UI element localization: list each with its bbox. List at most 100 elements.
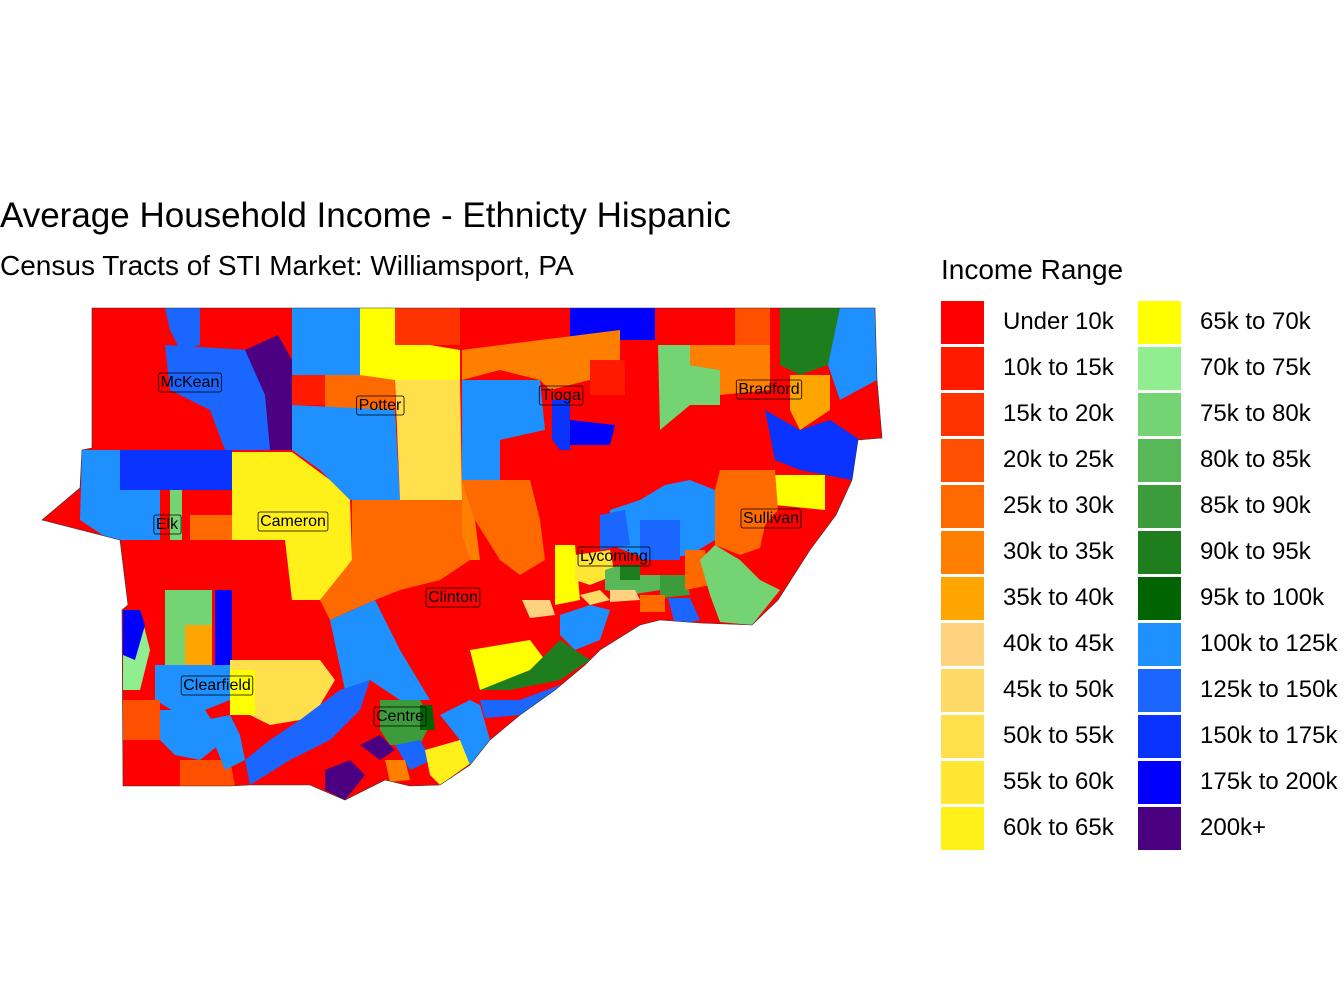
- map-title: Average Household Income - Ethnicty Hisp…: [0, 196, 731, 235]
- legend-label: 20k to 25k: [1003, 446, 1114, 473]
- tract: [320, 500, 470, 620]
- tract: [480, 640, 590, 690]
- county-label-box: [158, 372, 222, 393]
- legend-swatch: [941, 485, 984, 528]
- legend-swatch: [1138, 623, 1181, 666]
- tract: [165, 308, 200, 350]
- tract: [580, 590, 610, 605]
- county-label-box: [425, 587, 481, 608]
- tract: [425, 740, 475, 785]
- county-label-box: [577, 546, 651, 567]
- map-subtitle: Census Tracts of STI Market: Williamspor…: [0, 250, 574, 281]
- legend-label: 55k to 60k: [1003, 768, 1114, 795]
- legend-label: 80k to 85k: [1200, 446, 1311, 473]
- tract: [552, 400, 570, 450]
- tract: [735, 308, 770, 345]
- tract: [560, 605, 610, 650]
- tract: [395, 740, 432, 770]
- tract: [230, 660, 335, 725]
- county-label-box: [257, 511, 329, 532]
- tract: [500, 430, 600, 540]
- tract: [668, 598, 700, 625]
- tract: [828, 308, 877, 400]
- tract: [292, 405, 400, 500]
- tract: [123, 700, 160, 740]
- region-outline: [41, 307, 883, 801]
- county-label: Bradford: [738, 381, 799, 398]
- tract: [190, 515, 232, 540]
- legend-label: Under 10k: [1003, 308, 1114, 335]
- tract: [165, 345, 278, 450]
- tract: [470, 640, 545, 690]
- legend-swatch: [1138, 669, 1181, 712]
- legend-swatch: [1138, 531, 1181, 574]
- legend-swatch: [941, 439, 984, 482]
- tract: [522, 600, 555, 618]
- legend-swatch: [1138, 393, 1181, 436]
- county-label-box: [153, 514, 182, 535]
- legend-label: 60k to 65k: [1003, 814, 1114, 841]
- legend-swatch: [941, 531, 984, 574]
- tract: [658, 345, 720, 430]
- legend-swatch: [941, 761, 984, 804]
- legend-swatch: [1138, 347, 1181, 390]
- legend-swatch: [941, 623, 984, 666]
- legend-swatch: [1138, 577, 1181, 620]
- tract: [462, 480, 545, 575]
- county-label: McKean: [161, 374, 220, 391]
- county-label-box: [740, 508, 802, 529]
- tract: [245, 335, 292, 450]
- tract: [790, 375, 830, 430]
- tract: [555, 545, 580, 605]
- legend-swatch: [941, 393, 984, 436]
- tract: [690, 345, 770, 395]
- tract: [440, 700, 490, 765]
- county-label: Elk: [156, 516, 179, 533]
- county-label-box: [373, 706, 427, 727]
- county-label: Lycoming: [580, 548, 648, 565]
- tract: [570, 308, 655, 340]
- legend-label: 175k to 200k: [1200, 768, 1338, 795]
- tract: [123, 610, 145, 660]
- legend-label: 10k to 15k: [1003, 354, 1114, 381]
- tract: [330, 600, 430, 700]
- tract: [232, 452, 352, 600]
- tract: [775, 475, 825, 510]
- legend-swatch: [1138, 761, 1181, 804]
- legend-label: 150k to 175k: [1200, 722, 1338, 749]
- legend-swatch: [941, 301, 984, 344]
- tract: [395, 308, 460, 345]
- legend-label: 30k to 35k: [1003, 538, 1114, 565]
- tract: [715, 470, 778, 555]
- county-label-box: [180, 675, 254, 696]
- legend-label: 95k to 100k: [1200, 584, 1325, 611]
- tract: [610, 590, 640, 602]
- tract: [325, 760, 365, 800]
- tract: [395, 380, 462, 500]
- tract: [765, 410, 860, 480]
- tract: [180, 760, 235, 786]
- county-label-box: [735, 379, 803, 400]
- legend-label: 200k+: [1200, 814, 1267, 841]
- legend-swatch: [941, 807, 984, 850]
- county-label: Clearfield: [183, 677, 251, 694]
- county-label: Potter: [359, 397, 402, 414]
- tract: [360, 735, 395, 760]
- county-label: Tioga: [541, 387, 581, 404]
- legend-title: Income Range: [941, 254, 1124, 285]
- tract: [360, 308, 460, 380]
- legend-label: 40k to 45k: [1003, 630, 1114, 657]
- tract: [620, 565, 640, 580]
- legend-swatch: [1138, 301, 1181, 344]
- tract: [215, 590, 232, 665]
- legend-label: 90k to 95k: [1200, 538, 1311, 565]
- tract: [380, 700, 432, 745]
- tract: [245, 680, 370, 785]
- legend-label: 25k to 30k: [1003, 492, 1114, 519]
- legend-swatch: [1138, 715, 1181, 758]
- tract: [120, 450, 232, 490]
- county-label: Clinton: [428, 589, 478, 606]
- tract: [385, 760, 410, 782]
- tract: [600, 510, 630, 550]
